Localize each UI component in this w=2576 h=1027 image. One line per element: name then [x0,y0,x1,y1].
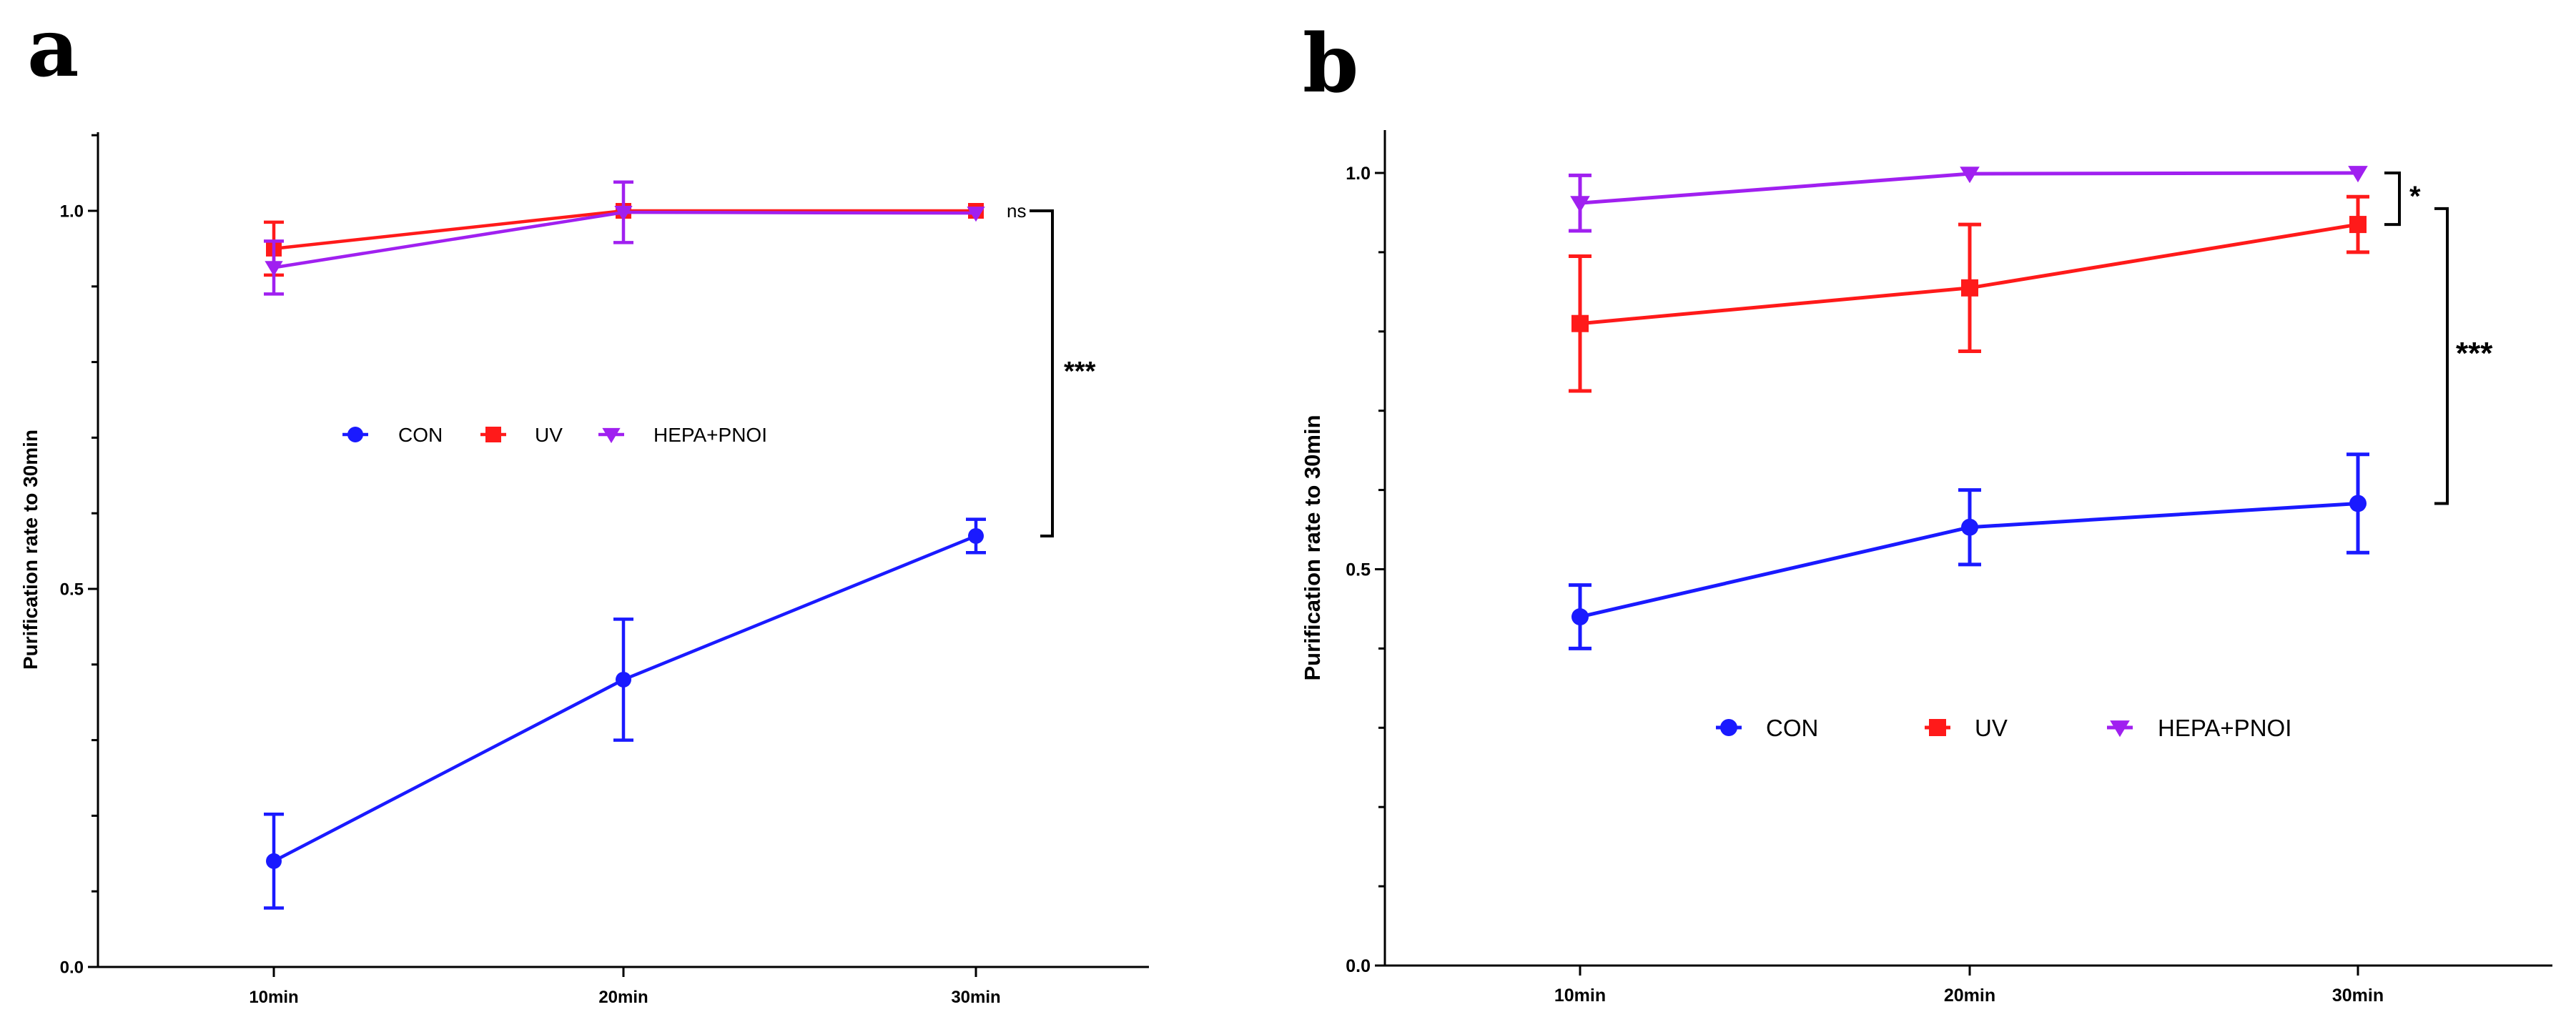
chart-panel-b: 0.0 0.5 1.0 10min 20min 30min Purification rat… [1300,130,2552,1006]
y-tick-label: 1.0 [1346,164,1371,184]
data-point [614,206,633,222]
significance-bracket: *** [1040,209,1096,537]
significance-label: * [2409,181,2421,212]
data-point [2349,495,2367,512]
data-point [967,207,985,222]
data-point [1961,518,1978,536]
x-tick-label: 30min [2332,986,2384,1006]
legend-item: HEPA+PNOI [598,424,767,446]
x-tick-label: 20min [1944,986,1995,1006]
x-tick-label: 30min [951,988,1000,1007]
y-tick-label: 0.5 [1346,560,1371,580]
y-axis-title: Purification rate to 30min [19,430,41,670]
panel-label-b: b [1303,17,1358,111]
legend-label: HEPA+PNOI [2158,715,2291,741]
y-tick-label: 0.5 [60,580,84,599]
bracket-line [2384,172,2401,227]
series-con [264,517,986,910]
data-point [1961,279,1978,297]
legend-swatch-marker [2110,720,2130,738]
x-tick-label: 20min [598,988,648,1007]
data-point [1570,196,1590,213]
series-con [1569,452,2369,650]
legend-item: UV [1925,715,2008,741]
data-point [968,527,984,544]
data-point [1960,167,1980,184]
legend-swatch-marker [485,427,501,442]
legend-label: HEPA+PNOI [653,424,767,446]
significance-label: *** [1064,357,1096,387]
data-point [2349,216,2367,234]
bracket-line [2434,207,2449,505]
data-point [1571,314,1589,332]
data-point [265,261,283,277]
legend: CON UV HEPA+PNOI [1716,715,2291,741]
legend-item: UV [480,424,563,446]
legend-item: HEPA+PNOI [2107,715,2291,741]
legend-item: CON [1716,715,1818,741]
legend-swatch-marker [602,427,621,444]
legend-label: UV [535,424,563,446]
data-point [266,853,282,869]
y-tick-label: 0.0 [60,958,84,977]
bracket-line [1040,209,1054,537]
data-point [2348,166,2368,183]
series-hepa-pnoi [1569,166,2368,233]
x-tick-label: 10min [1554,986,1606,1006]
series-uv [1569,194,2369,393]
x-tick-label: 10min [249,988,298,1007]
legend-swatch-marker [347,427,363,442]
legend: CON UV HEPA+PNOI [342,424,767,446]
y-tick-label: 1.0 [60,202,84,221]
significance-label: ns [1007,200,1026,222]
data-point [616,671,631,688]
significance-label: *** [2456,336,2493,371]
legend-item: CON [342,424,443,446]
series-hepa-pnoi [264,180,985,296]
legend-swatch-marker [1720,719,1737,736]
y-axis-title: Purification rate to 30min [1300,415,1325,680]
legend-label: UV [1975,715,2008,741]
data-point [1571,608,1589,626]
panel-label-a: a [27,1,79,95]
significance-bracket: *** [2434,207,2493,505]
significance-bracket: * [2384,172,2421,227]
y-tick-label: 0.0 [1346,956,1371,976]
legend-label: CON [398,424,443,446]
legend-swatch-marker [1929,719,1946,736]
chart-panel-a: 0.0 0.5 1.0 10min 20min 30min Purification rat… [19,132,1149,1007]
legend-label: CON [1766,715,1818,741]
